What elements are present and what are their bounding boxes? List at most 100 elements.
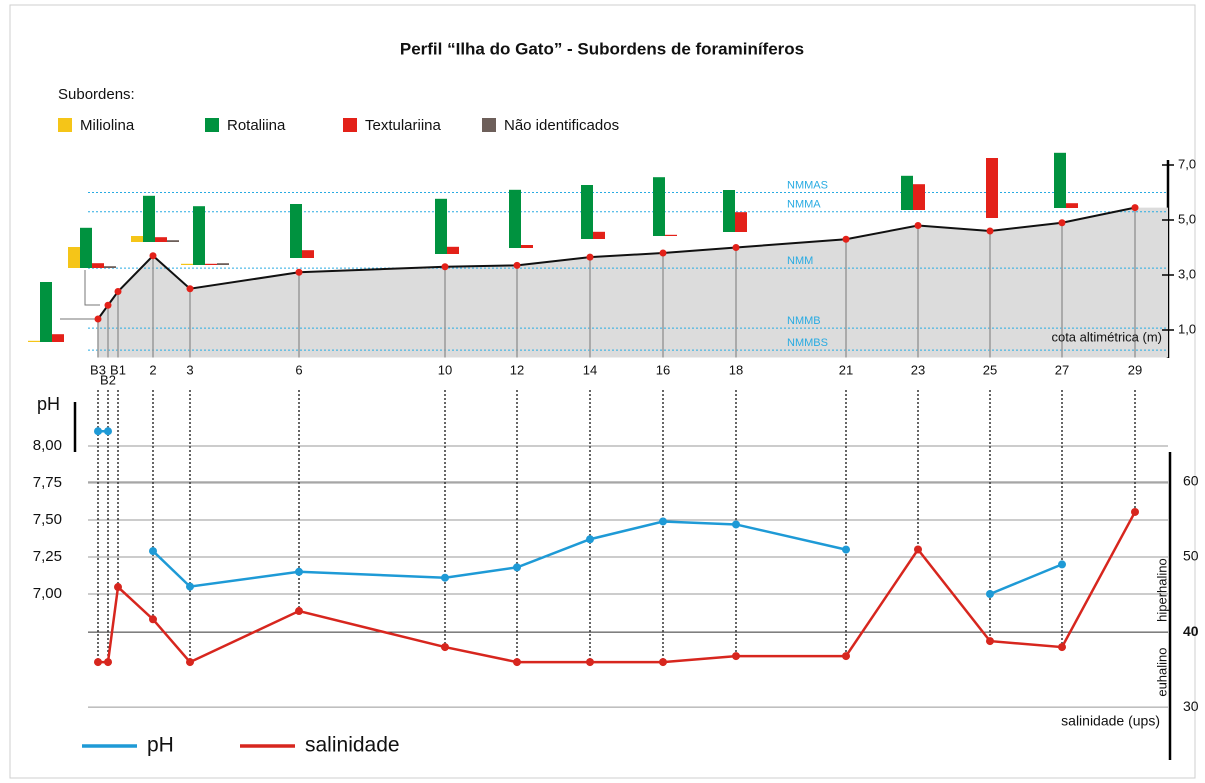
bar: [723, 190, 735, 232]
y2-tick-label: 40: [1183, 623, 1199, 639]
x-tick-label: 29: [1128, 362, 1142, 377]
bar: [1066, 203, 1078, 208]
y-tick-label: 7,50: [33, 511, 62, 528]
y-tick-label: 7,75: [33, 474, 62, 491]
elevation-point: [149, 252, 157, 260]
x-tick-label: 6: [295, 362, 302, 377]
x-tick-label: 16: [656, 362, 670, 377]
zone-label: euhalino: [1154, 647, 1169, 696]
bar: [581, 185, 593, 239]
series-point: [94, 427, 102, 436]
legend-label: Textulariina: [365, 117, 442, 134]
legend-label: pH: [147, 734, 174, 757]
elevation-point: [1058, 219, 1066, 227]
elevation-point: [94, 315, 102, 323]
y-tick-label: 1,0: [1178, 321, 1196, 336]
elevation-point: [441, 263, 449, 271]
series-point: [986, 590, 994, 598]
series-point: [986, 637, 994, 646]
y-tick-label: 7,0: [1178, 156, 1196, 171]
y-tick-label: 5,0: [1178, 211, 1196, 226]
y-axis-label: cota altimétrica (m): [1051, 329, 1162, 344]
x-tick-label: 18: [729, 362, 743, 377]
legend-swatch: [343, 118, 357, 132]
legend-label: Rotaliina: [227, 117, 286, 134]
elevation-point: [186, 285, 194, 293]
x-tick-label: 3: [186, 362, 193, 377]
bar: [447, 246, 459, 254]
series-point: [295, 607, 303, 616]
x-tick-label: 14: [583, 362, 597, 377]
legend-swatch: [482, 118, 496, 132]
bar: [665, 234, 677, 236]
y-axis-label: pH: [37, 394, 60, 414]
frame: [9, 4, 1196, 779]
elevation-point: [842, 235, 850, 243]
bar: [901, 175, 913, 210]
bar: [302, 250, 314, 258]
bar: [167, 240, 179, 242]
x-tick-label: B2: [100, 372, 116, 387]
bar: [40, 282, 52, 342]
x-tick-label: 2: [149, 362, 156, 377]
bar: [181, 263, 193, 265]
bar: [80, 227, 92, 268]
bar: [68, 247, 80, 268]
y-tick-label: 7,25: [33, 548, 62, 565]
x-tick-label: 27: [1055, 362, 1069, 377]
bar: [913, 184, 925, 210]
series-point: [732, 520, 740, 529]
y-tick-label: 3,0: [1178, 266, 1196, 281]
elevation-point: [114, 288, 122, 295]
bar: [92, 263, 104, 268]
bar: [435, 198, 447, 254]
elevation-point: [586, 253, 594, 261]
series-point: [842, 652, 850, 661]
elevation-point: [104, 301, 112, 309]
x-tick-label: B3: [90, 362, 106, 377]
series-point: [1058, 560, 1066, 569]
series-point: [513, 563, 521, 572]
bar: [52, 334, 64, 342]
bar: [521, 245, 533, 248]
series-point: [586, 658, 594, 667]
bar: [509, 189, 521, 248]
series-point: [94, 658, 102, 667]
elevation-point: [732, 244, 740, 251]
series-point: [186, 658, 194, 667]
series-point: [104, 427, 112, 436]
series-point: [104, 658, 112, 667]
level-label: NMMAS: [787, 179, 828, 191]
series-point: [441, 643, 449, 652]
legend-swatch: [58, 118, 72, 132]
bar: [104, 266, 116, 268]
series-point: [441, 573, 449, 582]
x-tick-label: 12: [510, 362, 524, 377]
elevation-point: [295, 268, 303, 276]
series-point: [914, 545, 922, 554]
series-point: [732, 652, 740, 661]
series-point: [1058, 643, 1066, 652]
series-point: [149, 547, 157, 556]
bar: [155, 237, 167, 242]
elevation-line: [97, 206, 1136, 320]
series-point: [114, 583, 122, 592]
series-point: [586, 535, 594, 544]
legend-label: salinidade: [305, 734, 400, 757]
series-point: [659, 658, 667, 667]
legend-swatch: [205, 118, 219, 132]
series-point: [186, 582, 194, 591]
bar: [205, 263, 217, 265]
elevation-area: [98, 207, 1168, 358]
bar: [653, 177, 665, 236]
series-point: [1131, 507, 1139, 516]
x-tick-label: 10: [438, 362, 452, 377]
y2-axis-label: salinidade (ups): [1061, 713, 1160, 729]
x-tick-label: 25: [983, 362, 997, 377]
series-point: [295, 567, 303, 576]
legend-title: Subordens:: [58, 86, 135, 103]
bar: [131, 236, 143, 242]
series-line: [98, 511, 1137, 664]
elevation-point: [1131, 204, 1139, 212]
